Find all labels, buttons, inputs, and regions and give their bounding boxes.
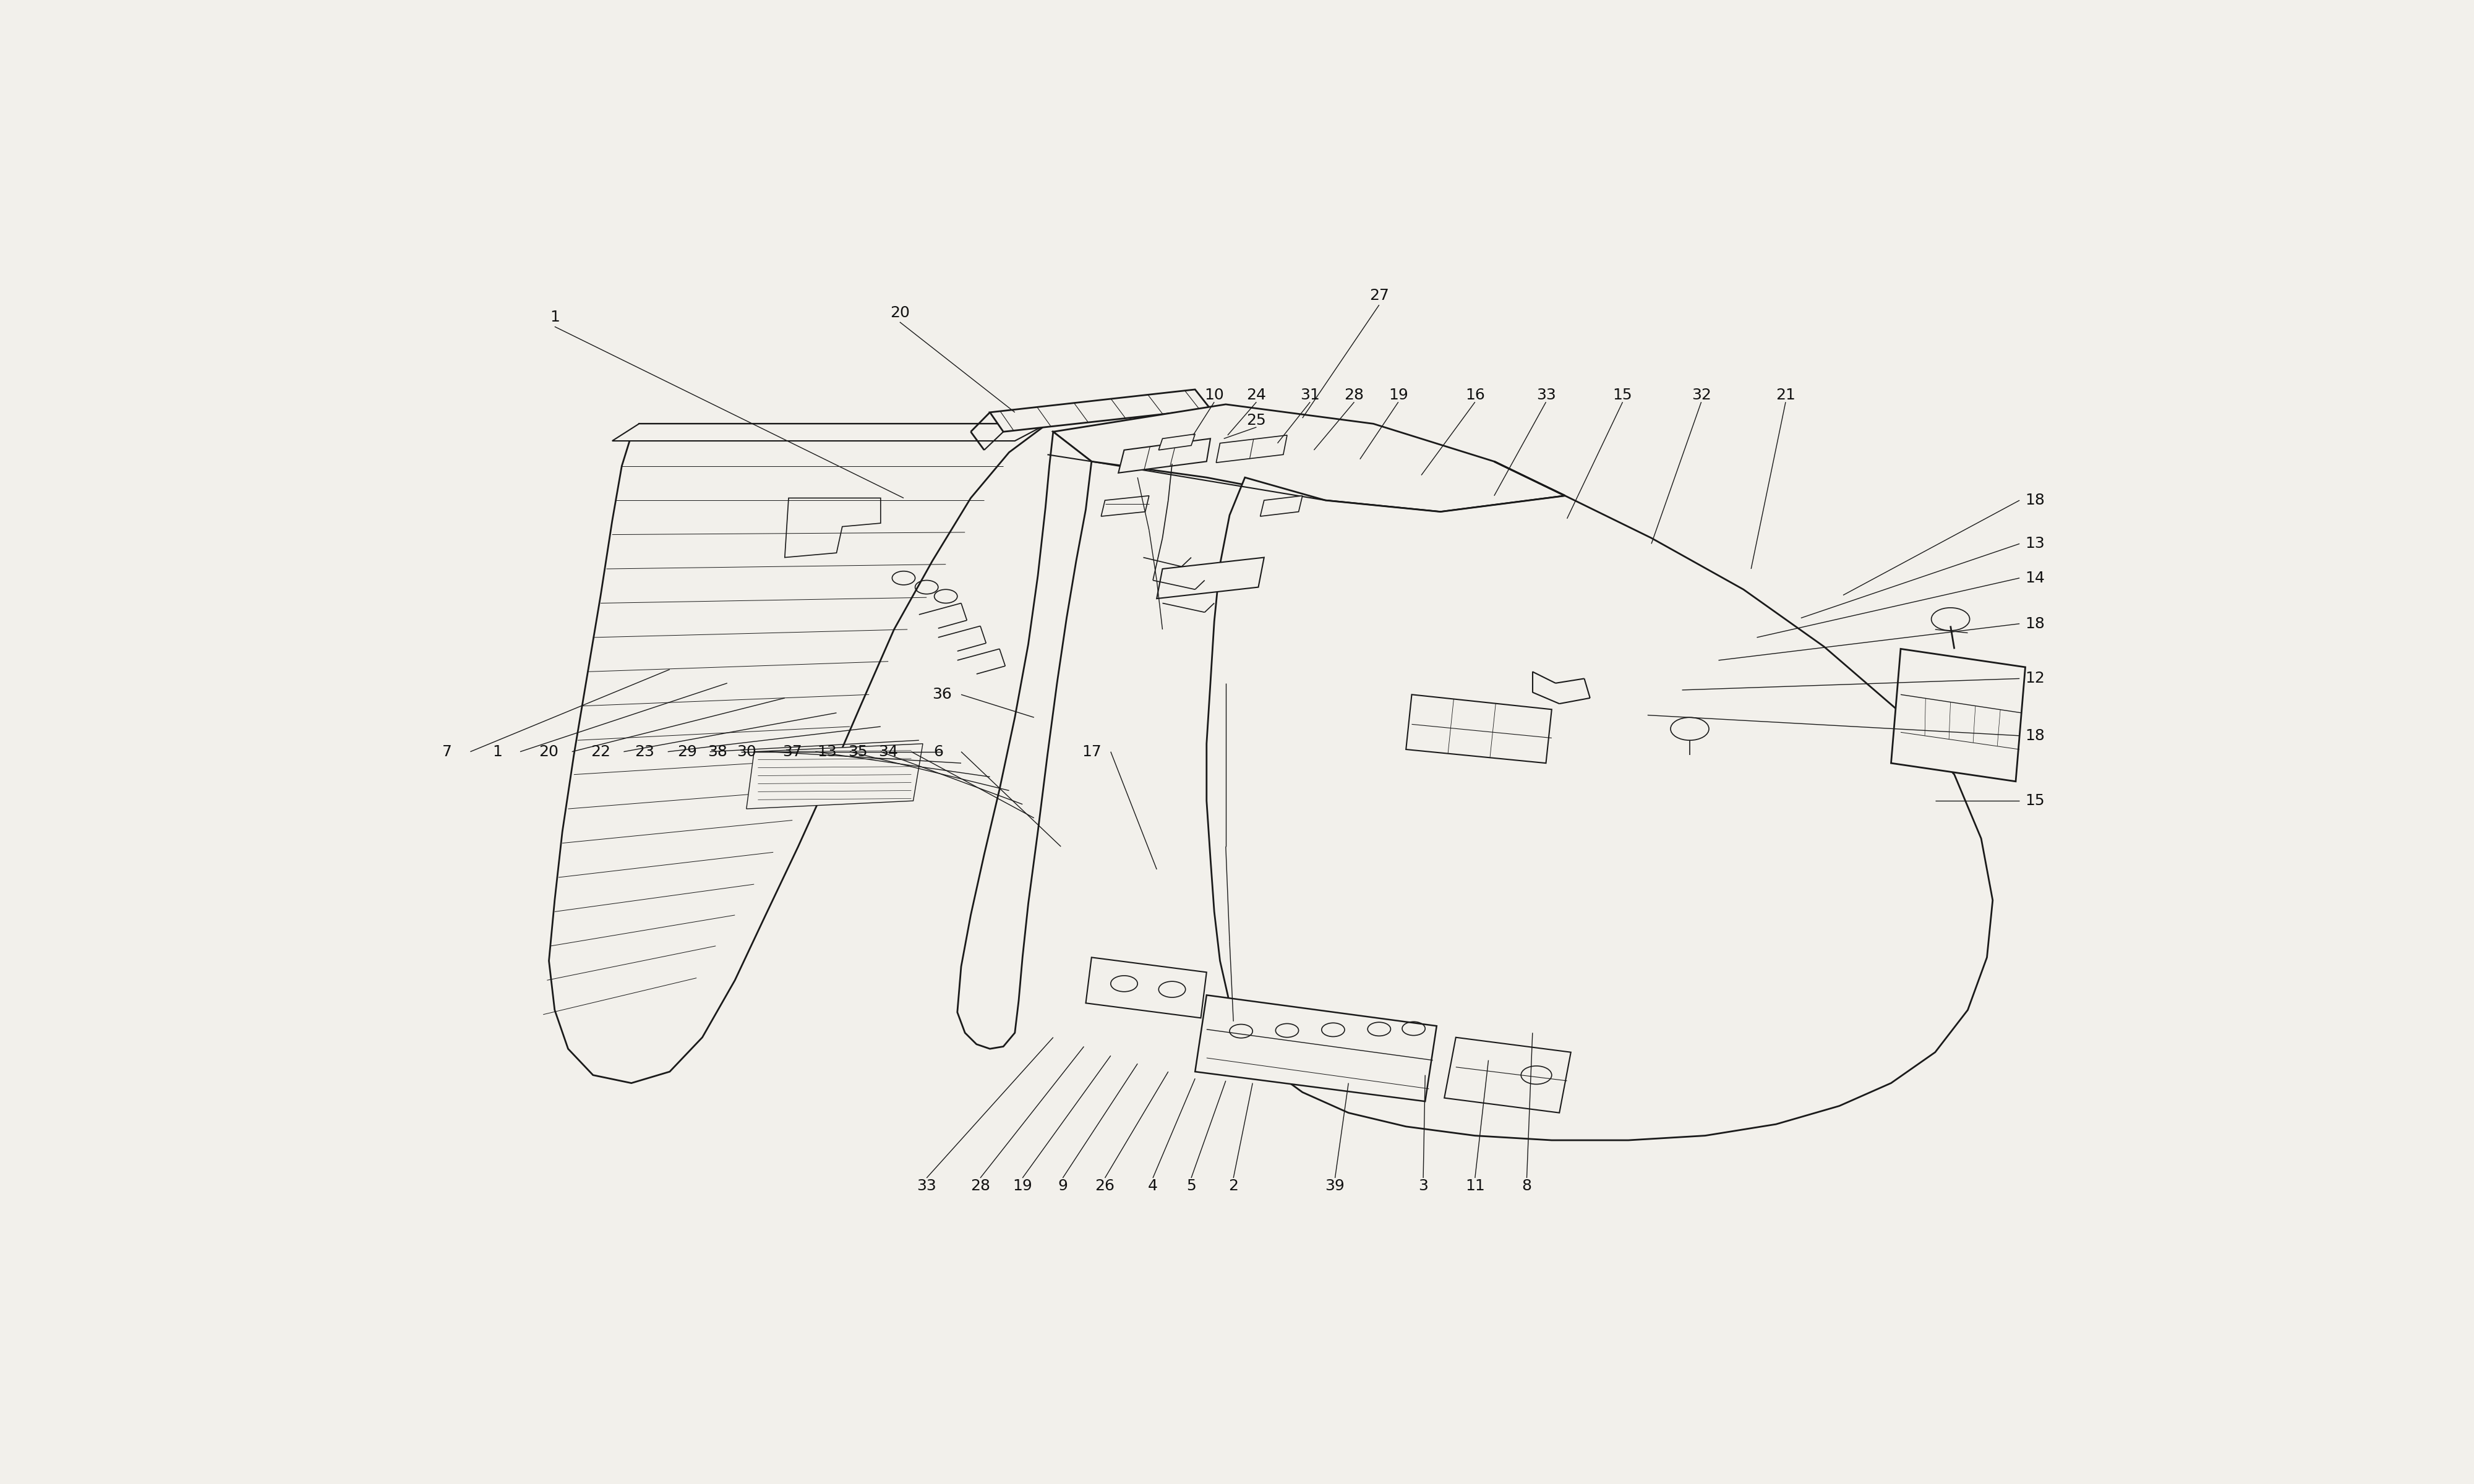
Polygon shape [1890,649,2026,782]
Text: 7: 7 [443,745,453,760]
Text: 23: 23 [636,745,656,760]
Text: 29: 29 [678,745,698,760]
Text: 37: 37 [782,745,802,760]
Text: 19: 19 [1012,1178,1032,1193]
Polygon shape [1054,404,1566,512]
Text: 39: 39 [1326,1178,1346,1193]
Polygon shape [1158,558,1264,598]
Polygon shape [1086,957,1207,1018]
Text: 27: 27 [1368,288,1388,303]
Polygon shape [784,499,881,558]
Text: 6: 6 [933,745,943,760]
Text: 4: 4 [1148,1178,1158,1193]
Text: 24: 24 [1247,387,1267,402]
Polygon shape [957,432,1091,1049]
Text: 20: 20 [539,745,559,760]
Text: 31: 31 [1301,387,1321,402]
Text: 10: 10 [1205,387,1225,402]
Text: 22: 22 [591,745,611,760]
Text: 28: 28 [970,1178,990,1193]
Text: 2: 2 [1230,1178,1239,1193]
Polygon shape [611,424,1047,441]
Polygon shape [1405,695,1551,763]
Text: 16: 16 [1465,387,1484,402]
Polygon shape [1118,439,1210,473]
Text: 18: 18 [2026,493,2044,508]
Text: 5: 5 [1188,1178,1195,1193]
Text: 33: 33 [918,1178,938,1193]
Polygon shape [1259,496,1301,516]
Polygon shape [990,389,1210,432]
Text: 17: 17 [1081,745,1101,760]
Text: 36: 36 [933,687,952,702]
Polygon shape [1445,1037,1571,1113]
Text: 28: 28 [1343,387,1363,402]
Text: 33: 33 [1536,387,1556,402]
Text: 1: 1 [492,745,502,760]
Text: 34: 34 [878,745,898,760]
Text: 35: 35 [849,745,868,760]
Polygon shape [1158,433,1195,450]
Text: 18: 18 [2026,729,2044,743]
Text: 19: 19 [1388,387,1408,402]
Text: 8: 8 [1522,1178,1531,1193]
Text: 25: 25 [1247,413,1267,427]
Polygon shape [1217,435,1286,463]
Polygon shape [1195,996,1437,1101]
Text: 30: 30 [737,745,757,760]
Text: 26: 26 [1096,1178,1116,1193]
Text: 1: 1 [549,310,559,325]
Text: 14: 14 [2026,570,2044,585]
Polygon shape [747,743,923,809]
Text: 15: 15 [1613,387,1633,402]
Text: 11: 11 [1465,1178,1484,1193]
Text: 12: 12 [2026,671,2044,686]
Text: 15: 15 [2026,794,2044,809]
Text: 32: 32 [1692,387,1712,402]
Polygon shape [549,424,1047,1083]
Text: 20: 20 [891,306,910,321]
Text: 21: 21 [1776,387,1796,402]
Text: 3: 3 [1418,1178,1427,1193]
Polygon shape [1101,496,1148,516]
Text: 13: 13 [2026,536,2044,551]
Text: 9: 9 [1059,1178,1069,1193]
Text: 18: 18 [2026,616,2044,631]
Polygon shape [1207,462,1992,1140]
Text: 13: 13 [816,745,836,760]
Text: 38: 38 [708,745,727,760]
